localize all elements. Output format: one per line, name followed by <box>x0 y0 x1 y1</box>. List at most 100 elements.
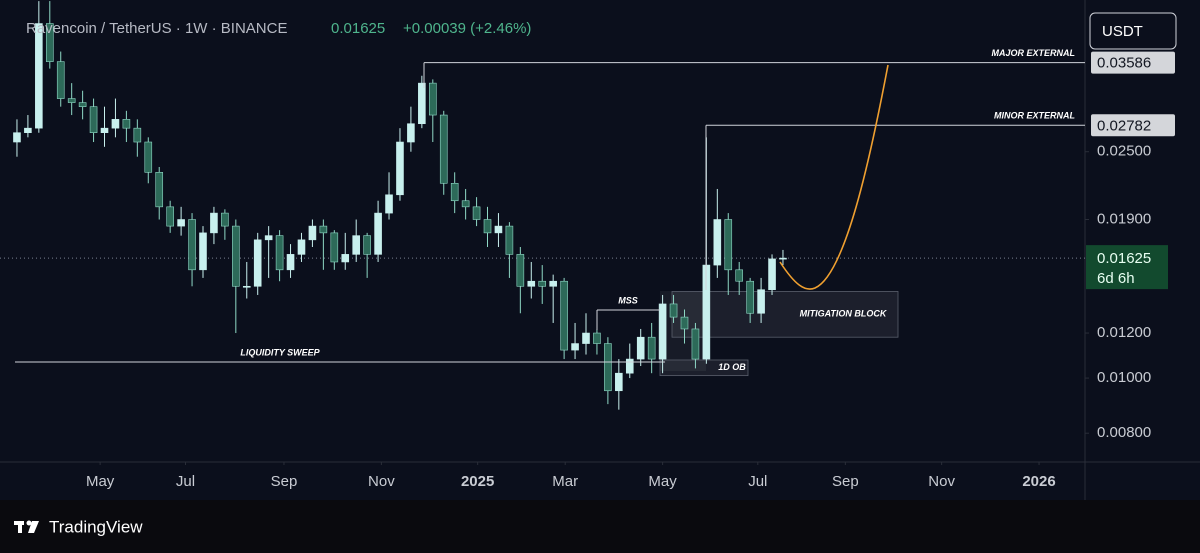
y-tick-label: 0.01200 <box>1097 324 1151 341</box>
candle-body <box>242 285 251 288</box>
candle-body <box>735 269 744 282</box>
candle-body <box>407 123 415 143</box>
last-price: 0.01625 <box>331 20 385 37</box>
candle-body <box>264 235 273 241</box>
candle-body <box>188 219 196 271</box>
x-tick-label: May <box>648 473 677 490</box>
level-label: MSS <box>618 295 638 305</box>
price-tag <box>1091 51 1175 74</box>
candle-body <box>67 98 76 103</box>
footer-bar <box>0 500 1200 553</box>
candle-body <box>221 212 229 227</box>
candle-body <box>615 372 623 392</box>
candle-body <box>658 303 667 360</box>
candle-body <box>100 127 109 134</box>
marks: 0.02500 0.01900 0.01200 0.01000 0.00800 May Ju… <box>0 1 1151 490</box>
candle-body <box>275 235 284 271</box>
brand-logo <box>14 520 39 533</box>
y-tick-label: 0.01000 <box>1097 369 1151 386</box>
candle-body <box>177 219 185 227</box>
zone-label: MITIGATION BLOCK <box>800 309 888 319</box>
candle-body <box>571 343 579 351</box>
candle-body <box>527 280 536 287</box>
x-tick-label: Nov <box>368 473 395 490</box>
brand-name: TradingView <box>49 517 143 536</box>
candle-body <box>286 254 295 271</box>
zone <box>659 359 749 377</box>
level-label: LIQUIDITY SWEEP <box>240 347 320 357</box>
last-price-tag-label: 0.01625 <box>1097 250 1151 267</box>
y-tick-label: 0.01900 <box>1097 210 1151 227</box>
level-label: MINOR EXTERNAL <box>994 111 1075 121</box>
candle-body <box>516 254 525 287</box>
price-tag-label: 0.02782 <box>1097 117 1151 134</box>
candle-body <box>669 303 678 318</box>
candle-body <box>724 219 733 271</box>
candle-body <box>461 200 470 208</box>
candle-body <box>582 332 590 344</box>
candle-body <box>757 289 765 314</box>
candle-body <box>538 280 547 287</box>
candle-body <box>308 225 317 241</box>
candle-body <box>155 172 164 208</box>
currency-label[interactable]: USDT <box>1102 23 1143 40</box>
candle-body <box>199 232 207 271</box>
candle-body <box>680 316 689 330</box>
candle-body <box>374 212 382 255</box>
chart-title: Ravencoin / TetherUS · 1W · BINANCE <box>26 20 287 37</box>
candle-body <box>450 182 459 202</box>
candle-body <box>428 82 437 116</box>
x-tick-label: Jul <box>176 473 195 490</box>
candle-body <box>746 280 754 314</box>
candle-body <box>89 106 98 134</box>
candle-body <box>418 82 426 125</box>
x-tick-label: Sep <box>271 473 298 490</box>
y-tick-label: 0.00800 <box>1097 424 1151 441</box>
candle-body <box>779 257 787 260</box>
price-change: +0.00039 (+2.46%) <box>403 20 531 37</box>
countdown-label: 6d 6h <box>1097 270 1135 287</box>
candle-body <box>319 225 328 234</box>
candle-body <box>439 114 448 184</box>
x-tick-label: May <box>86 473 115 490</box>
x-tick-label: Jul <box>748 473 767 490</box>
candle-body <box>647 336 656 360</box>
candle-body <box>111 119 120 129</box>
price-tag <box>1091 114 1175 137</box>
candle-body <box>363 235 371 255</box>
candle-body <box>691 328 700 360</box>
candle-body <box>505 225 514 255</box>
candle-body <box>713 219 722 266</box>
candle-body <box>604 343 612 392</box>
candle-body <box>352 235 360 255</box>
candle-body <box>330 232 339 263</box>
candle-body <box>166 206 174 227</box>
candle-body <box>549 280 557 287</box>
candle-body <box>144 141 153 173</box>
candle-body <box>35 23 43 129</box>
candle-body <box>483 219 492 234</box>
currency-button[interactable] <box>1089 12 1177 50</box>
x-tick-label: 2025 <box>461 473 494 490</box>
last-price-tag <box>1086 245 1168 290</box>
candle-body <box>494 225 503 234</box>
candle-body <box>56 61 65 99</box>
candle-body <box>210 212 218 234</box>
x-tick-label: 2026 <box>1022 473 1055 490</box>
zone-label: 1D OB <box>718 362 746 372</box>
candle-body <box>45 23 54 62</box>
candle-body <box>625 358 634 374</box>
candle-body <box>133 127 142 143</box>
x-tick-label: Mar <box>552 473 578 490</box>
candle-body <box>593 332 601 344</box>
candle-body <box>341 254 350 263</box>
x-tick-label: Nov <box>928 473 955 490</box>
candle-body <box>636 336 645 360</box>
x-tick-label: Sep <box>832 473 859 490</box>
candle-body <box>560 280 568 351</box>
candle-body <box>297 239 306 255</box>
candle-body <box>472 206 481 220</box>
price-tag-label: 0.03586 <box>1097 55 1151 72</box>
level-label: MAJOR EXTERNAL <box>991 48 1075 58</box>
